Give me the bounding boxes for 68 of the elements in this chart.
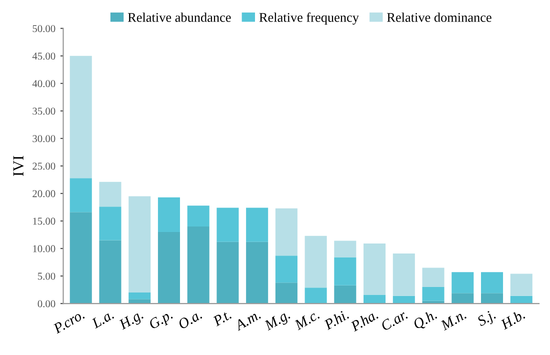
y-tick-label: 20.00 [32, 190, 56, 198]
x-tick-label: P.cro. [52, 310, 85, 334]
y-tick-label: 35.00 [32, 108, 56, 115]
bar [187, 226, 210, 304]
bar [99, 182, 122, 207]
y-tick-label: 5.00 [38, 272, 56, 280]
y-tick-label: 30.00 [32, 135, 56, 142]
bar [510, 296, 532, 304]
bar [422, 268, 444, 288]
bar [246, 242, 268, 304]
x-tick-label: L.a. [90, 310, 114, 329]
x-tick-label: M.g. [263, 310, 292, 334]
bar [70, 178, 92, 212]
x-tick-label: O.a. [177, 309, 202, 330]
bar [216, 242, 239, 304]
bar [334, 257, 356, 286]
bar [70, 56, 92, 178]
bar [128, 196, 151, 293]
y-axis-title: IVI [13, 156, 24, 176]
legend-label: Relative abundance [128, 12, 231, 22]
bar [334, 240, 356, 258]
x-tick-label: H.b. [499, 309, 526, 330]
bar [304, 288, 327, 304]
x-tick-label: P.ha. [349, 309, 379, 332]
bar [481, 293, 504, 304]
bar [275, 256, 298, 283]
bar [158, 197, 180, 232]
y-tick-label: 25.00 [32, 162, 56, 170]
y-tick-label: 0.00 [38, 300, 56, 308]
bar [128, 299, 151, 304]
legend-label: Relative dominance [387, 12, 492, 22]
y-tick-label: 40.00 [32, 80, 56, 88]
legend-label: Relative frequency [259, 12, 359, 25]
x-tick-label: P.hi. [322, 309, 350, 330]
x-tick-label: G.p. [148, 309, 174, 332]
y-tick-label: 45.00 [32, 52, 56, 60]
x-tick-label: A.m. [233, 309, 262, 332]
bar [334, 285, 356, 304]
bar [128, 292, 151, 300]
bar [452, 293, 474, 304]
x-tick-label: H.g. [118, 310, 146, 332]
bar [364, 294, 386, 304]
bar [70, 212, 92, 304]
y-tick-label: 10.00 [33, 245, 56, 252]
bar [510, 274, 532, 296]
bar [422, 287, 444, 301]
bar [364, 244, 386, 295]
x-tick-label: M.c. [294, 310, 320, 330]
x-tick-label: M.n. [440, 310, 467, 331]
bar [216, 208, 239, 242]
bar [246, 208, 268, 242]
x-tick-label: P.t. [212, 310, 232, 327]
bar [187, 206, 210, 226]
y-tick-label: 15.00 [33, 218, 56, 225]
bar [99, 240, 122, 304]
bar [275, 282, 298, 304]
bar [392, 296, 415, 304]
x-tick-label: S.j. [476, 309, 498, 330]
bar [304, 236, 327, 288]
bar [452, 272, 474, 294]
bar [481, 272, 504, 294]
bar [158, 232, 180, 304]
bar [99, 206, 122, 240]
bar [392, 253, 415, 296]
y-tick-label: 50.00 [32, 25, 56, 32]
x-tick-label: Q.h. [412, 309, 438, 332]
x-tick-label: C.ar. [380, 309, 408, 332]
bar [275, 208, 298, 256]
